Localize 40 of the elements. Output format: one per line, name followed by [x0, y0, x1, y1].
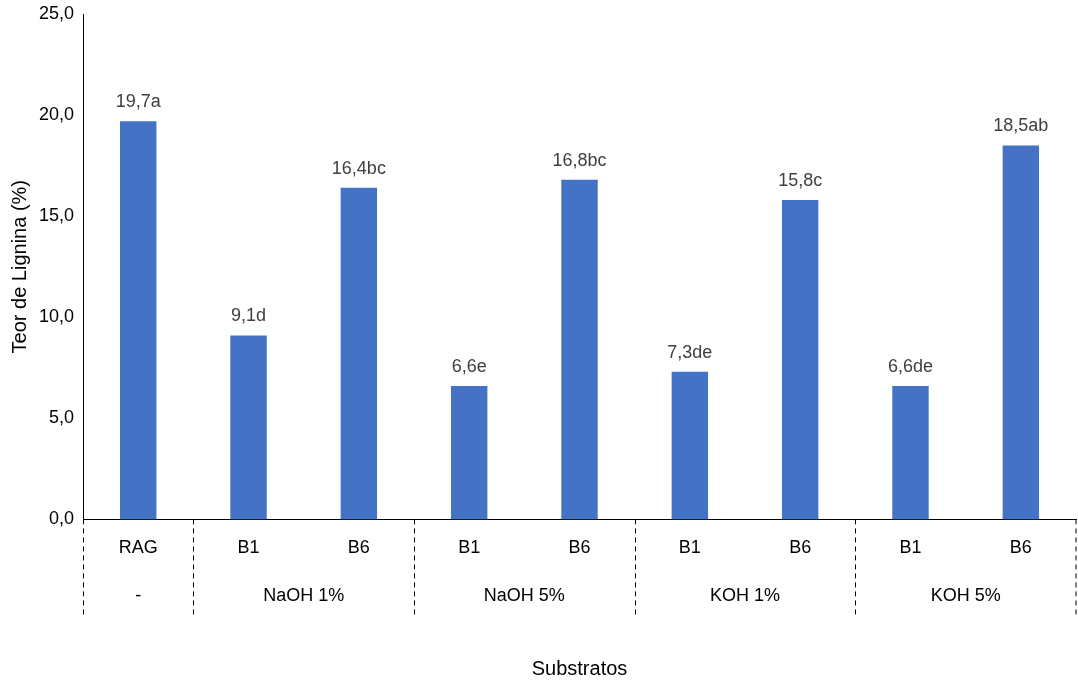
- data-label: 15,8c: [778, 169, 823, 190]
- bar: [340, 187, 378, 520]
- text: KOH 1%: [710, 585, 781, 606]
- text: KOH 5%: [930, 585, 1001, 606]
- data-label: 19,7a: [115, 91, 162, 112]
- text: -: [135, 585, 142, 606]
- y-tick-label: 10,0: [38, 306, 75, 327]
- x-tick-label: B6: [789, 537, 812, 558]
- data-label: 7,3de: [667, 341, 713, 362]
- x-tick-label: B1: [237, 537, 260, 558]
- bar: [1002, 145, 1040, 520]
- y-tick-label: 15,0: [38, 205, 75, 226]
- data-label: 18,5ab: [993, 115, 1049, 136]
- y-tick-label: 25,0: [38, 2, 75, 23]
- x-tick-label: B6: [1009, 537, 1032, 558]
- y-tick-label: 20,0: [38, 104, 75, 125]
- data-label: 9,1d: [231, 305, 267, 326]
- y-tick-label: 5,0: [49, 407, 75, 428]
- y-tick-label: 0,0: [49, 508, 75, 529]
- bar: [561, 179, 598, 520]
- x-tick-label: RAG: [118, 537, 158, 558]
- bar: [450, 385, 488, 520]
- text: NaOH 5%: [483, 585, 565, 606]
- x-tick-label: B6: [347, 537, 370, 558]
- bar: [671, 371, 709, 520]
- bar: [781, 199, 819, 520]
- x-tick-label: B6: [568, 537, 591, 558]
- data-label: 6,6de: [887, 355, 934, 376]
- data-label: 16,4bc: [331, 157, 386, 178]
- bar: [119, 121, 157, 520]
- data-label: 16,8bc: [552, 149, 607, 170]
- x-axis-title: Substratos: [531, 656, 628, 679]
- text: NaOH 1%: [263, 585, 345, 606]
- x-tick-label: B1: [678, 537, 701, 558]
- x-tick-label: B1: [458, 537, 481, 558]
- data-label: 6,6e: [451, 355, 487, 376]
- bar: [892, 385, 929, 520]
- x-tick-label: B1: [899, 537, 922, 558]
- bar: [230, 335, 267, 520]
- y-axis-title: Teor de Lignina (%): [7, 179, 30, 354]
